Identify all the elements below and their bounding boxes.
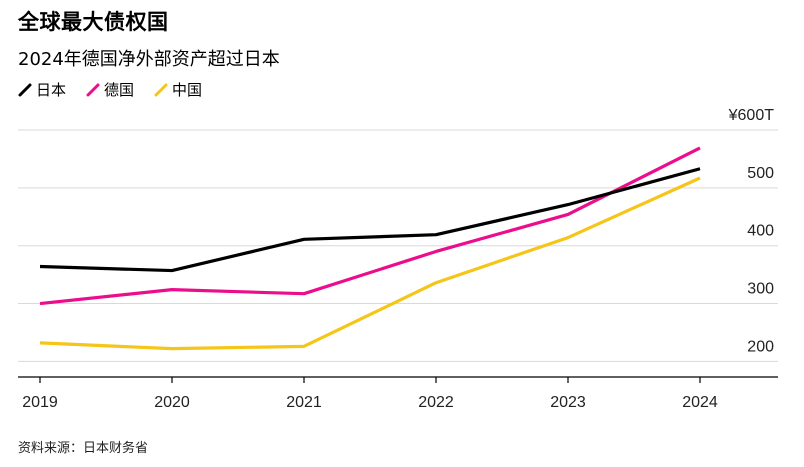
legend-swatch-japan — [18, 83, 32, 96]
axis-ticks — [18, 376, 778, 383]
legend-label-china: 中国 — [172, 81, 203, 99]
legend-item-japan: 日本 — [18, 79, 66, 100]
legend-label-germany: 德国 — [104, 81, 135, 99]
legend-label-japan: 日本 — [36, 81, 67, 99]
x-tick-label: 2022 — [418, 394, 454, 411]
legend-item-germany: 德国 — [86, 79, 134, 100]
y-tick-label: 500 — [747, 165, 774, 182]
y-tick-label: 300 — [747, 281, 774, 298]
series-lines — [39, 146, 701, 351]
legend-swatch-germany — [86, 83, 100, 96]
tick-labels: 200 300 400 500 ¥600T 2019 2020 2021 2022 2023 202… — [22, 107, 774, 411]
legend-item-china: 中国 — [154, 79, 202, 100]
y-tick-label: ¥600T — [728, 107, 775, 124]
series-line-germany — [39, 146, 701, 306]
x-tick-label: 2019 — [22, 394, 58, 411]
chart-subtitle: 2024年德国净外部资产超过日本 — [18, 49, 280, 70]
grid-lines — [18, 129, 778, 362]
x-tick-label: 2021 — [286, 394, 322, 411]
legend-swatch-china — [154, 83, 168, 96]
y-tick-label: 400 — [747, 223, 774, 240]
x-tick-label: 2023 — [550, 394, 586, 411]
x-tick-label: 2020 — [154, 394, 190, 411]
series-line-china — [39, 176, 701, 351]
source-note: 资料来源：日本财务省 — [18, 441, 149, 456]
legend: 日本 德国 中国 — [18, 79, 222, 100]
chart-title: 全球最大债权国 — [18, 10, 169, 34]
series-line-japan — [39, 167, 701, 273]
y-tick-label: 200 — [747, 338, 774, 355]
x-tick-label: 2024 — [682, 394, 718, 411]
